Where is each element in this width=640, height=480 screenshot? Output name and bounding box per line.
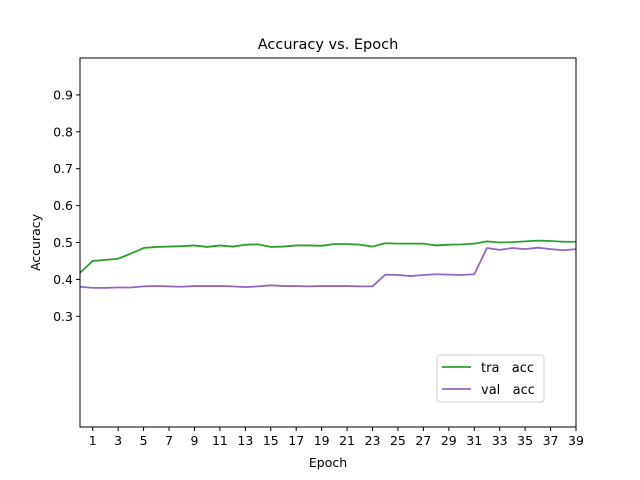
y-tick-label: 0.6 — [53, 198, 73, 213]
x-tick-label: 29 — [441, 433, 457, 448]
x-tick-label: 27 — [415, 433, 431, 448]
x-tick-label: 35 — [517, 433, 533, 448]
x-tick-label: 5 — [140, 433, 148, 448]
series-line-tra-acc — [79, 239, 576, 274]
x-tick-label: 1 — [89, 433, 97, 448]
x-tick-label: 9 — [190, 433, 198, 448]
x-tick-label: 15 — [263, 433, 279, 448]
plot-frame — [79, 57, 577, 428]
y-tick-label: 0.9 — [53, 87, 73, 102]
y-tick-label: 0.7 — [53, 161, 73, 176]
y-tick-label: 0.8 — [53, 124, 73, 139]
x-tick-label: 17 — [288, 433, 304, 448]
y-tick-label: 0.3 — [53, 309, 73, 324]
x-tick-label: 25 — [390, 433, 406, 448]
x-tick-label: 23 — [365, 433, 381, 448]
x-tick-label: 3 — [114, 433, 122, 448]
x-tick-label: 19 — [314, 433, 330, 448]
chart-title: Accuracy vs. Epoch — [258, 37, 399, 53]
legend-label-val-acc: val acc — [481, 383, 535, 398]
x-tick-label: 11 — [212, 433, 228, 448]
y-tick-label: 0.5 — [53, 235, 73, 250]
series-lines — [79, 239, 577, 289]
y-tick-label: 0.4 — [53, 272, 73, 287]
x-tick-label: 39 — [568, 433, 584, 448]
series-line-val-acc — [79, 246, 577, 289]
legend: tra acc val acc — [436, 354, 545, 403]
x-axis-label: Epoch — [309, 455, 347, 470]
y-axis-ticks: 0.3 0.4 0.5 0.6 0.7 0.8 0.9 — [53, 87, 80, 324]
y-axis-label: Accuracy — [28, 213, 43, 271]
x-tick-label: 37 — [543, 433, 559, 448]
x-tick-label: 21 — [339, 433, 355, 448]
x-tick-label: 31 — [466, 433, 482, 448]
x-tick-label: 33 — [492, 433, 508, 448]
legend-label-tra-acc: tra acc — [481, 361, 534, 376]
x-tick-label: 7 — [165, 433, 173, 448]
x-tick-label: 13 — [237, 433, 253, 448]
x-axis-ticks: 1 3 5 7 9 11 13 15 17 19 21 23 25 27 29 31 33 35 37 39 — [89, 427, 584, 448]
